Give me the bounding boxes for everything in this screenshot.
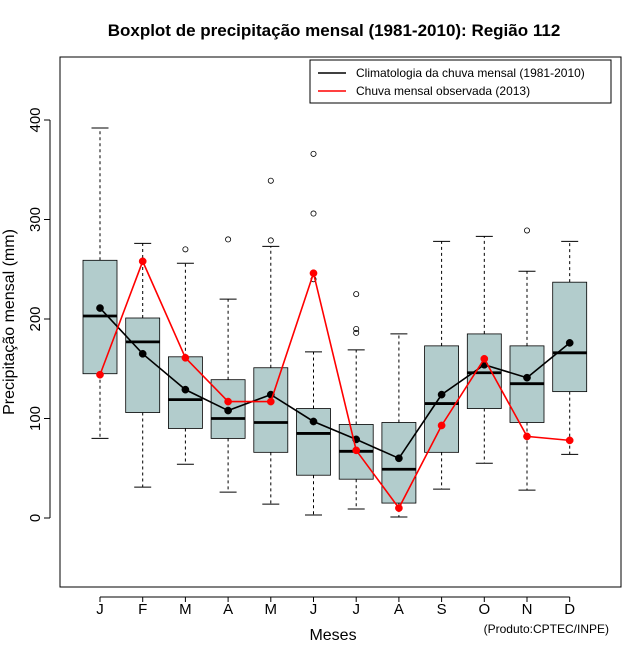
series-point — [523, 373, 531, 382]
y-tick-label: 400 — [27, 107, 44, 132]
chart-title: Boxplot de precipitação mensal (1981-201… — [108, 21, 561, 40]
outlier-point — [267, 237, 274, 244]
series-climatology — [96, 304, 574, 463]
box-4 — [210, 236, 246, 493]
series-point — [437, 390, 446, 399]
x-tick-label: A — [223, 601, 233, 618]
plot-frame — [59, 56, 622, 588]
series-point — [395, 504, 403, 512]
box-6 — [296, 150, 331, 516]
box-iqr — [424, 345, 460, 453]
series-lines — [96, 257, 574, 512]
outlier-point — [267, 177, 274, 184]
box-iqr — [253, 367, 289, 453]
box-iqr — [552, 281, 588, 393]
x-tick-label: M — [265, 601, 278, 618]
series-point — [480, 354, 489, 363]
x-tick-label: N — [522, 601, 533, 618]
series-point — [224, 397, 232, 406]
series-line — [99, 307, 571, 460]
series-point — [309, 269, 318, 278]
legend-label-climatology: Climatologia da chuva mensal (1981-2010) — [356, 66, 585, 80]
series-point — [523, 432, 531, 441]
series-observed — [96, 257, 574, 512]
box-iqr — [466, 333, 502, 409]
series-point — [565, 339, 574, 347]
outlier-point — [310, 210, 317, 217]
box-5 — [253, 177, 289, 505]
x-tick-label: M — [179, 601, 192, 618]
series-point — [96, 304, 104, 312]
series-point — [309, 417, 318, 426]
x-tick-label: F — [138, 601, 147, 618]
box-2 — [125, 242, 161, 488]
series-point — [224, 406, 232, 415]
y-axis-title: Precipitação mensal (mm) — [1, 229, 18, 415]
x-tick-label: S — [437, 601, 447, 618]
outlier-point — [310, 150, 317, 157]
box-1 — [82, 127, 118, 439]
x-tick-label: A — [394, 601, 404, 618]
y-tick-label: 0 — [27, 514, 44, 522]
x-tick-label: D — [564, 601, 575, 618]
y-tick-label: 100 — [27, 406, 44, 431]
series-point — [437, 421, 446, 430]
outlier-point — [524, 227, 531, 234]
x-axis-title: Meses — [309, 627, 356, 644]
box-7 — [338, 291, 374, 510]
boxes — [82, 127, 588, 518]
series-point — [395, 454, 403, 463]
box-iqr — [381, 422, 417, 504]
box-iqr — [125, 317, 161, 413]
series-point — [565, 436, 574, 445]
series-point — [181, 385, 190, 394]
outlier-point — [353, 329, 360, 336]
series-point — [266, 397, 275, 406]
legend-box — [309, 59, 612, 104]
outlier-point — [353, 325, 360, 332]
legend-label-observed: Chuva mensal observada (2013) — [356, 84, 530, 98]
box-8 — [381, 333, 417, 518]
box-9 — [424, 240, 460, 490]
series-line — [99, 259, 570, 510]
y-tick-label: 300 — [27, 207, 44, 232]
x-tick-label: J — [96, 601, 104, 618]
legend: Climatologia da chuva mensal (1981-2010)… — [309, 59, 612, 104]
box-11 — [509, 227, 545, 491]
series-point — [138, 349, 147, 358]
outlier-point — [353, 291, 360, 298]
x-tick-label: J — [352, 601, 360, 618]
y-axis: 0 100 200 300 400 — [27, 107, 51, 522]
box-10 — [466, 235, 502, 464]
credit-text: (Produto:CPTEC/INPE) — [484, 622, 609, 636]
x-tick-label: O — [478, 601, 490, 618]
series-point — [352, 446, 361, 455]
outlier-point — [225, 236, 232, 243]
outlier-point — [182, 246, 189, 253]
x-tick-label: J — [310, 601, 318, 618]
series-point — [181, 353, 190, 362]
series-point — [96, 370, 104, 379]
series-point — [138, 257, 147, 266]
box-12 — [552, 240, 588, 455]
y-tick-label: 200 — [27, 306, 44, 331]
